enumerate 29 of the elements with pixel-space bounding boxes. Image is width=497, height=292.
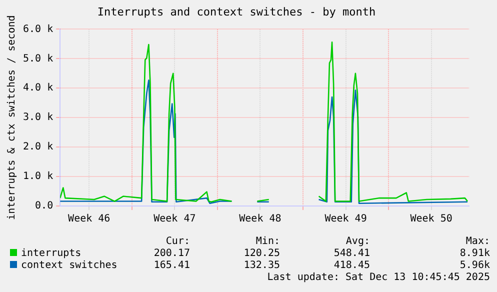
y-tick-label: 4.0 k xyxy=(22,82,54,94)
chart-title: Interrupts and context switches - by month xyxy=(97,5,376,18)
x-tick-label: Week 46 xyxy=(68,214,110,225)
text: Last update: Sat Dec 13 10:45:45 2025 xyxy=(267,272,490,283)
y-axis-title: interrupts & ctx switches / second xyxy=(6,15,18,220)
text: 8.91k xyxy=(460,248,490,259)
y-tick-label: 6.0 k xyxy=(22,24,54,35)
text: 5.96k xyxy=(460,260,490,271)
y-tick-label: 0.0 xyxy=(35,200,54,212)
y-tick-label: 3.0 k xyxy=(22,112,54,124)
text: Min: xyxy=(256,236,280,247)
legend-label: interrupts xyxy=(21,248,82,259)
text: 120.25 xyxy=(244,248,280,259)
y-tick-label: 5.0 k xyxy=(22,53,54,64)
text: 418.45 xyxy=(334,260,370,271)
text: 165.41 xyxy=(154,260,190,271)
y-tick-label: 2.0 k xyxy=(22,142,54,153)
text: Max: xyxy=(466,236,490,247)
text: 200.17 xyxy=(154,248,190,259)
text: 548.41 xyxy=(334,248,370,259)
x-tick-label: Week 47 xyxy=(154,214,196,225)
x-tick-label: Week 50 xyxy=(410,214,452,225)
y-tick-label: 1.0 k xyxy=(22,171,54,182)
legend-label: context switches xyxy=(21,260,118,271)
x-tick-label: Week 48 xyxy=(239,214,282,225)
x-tick-label: Week 49 xyxy=(324,214,367,225)
text: Cur: xyxy=(166,236,190,247)
text: 132.35 xyxy=(244,260,280,271)
text: Avg: xyxy=(346,236,370,247)
